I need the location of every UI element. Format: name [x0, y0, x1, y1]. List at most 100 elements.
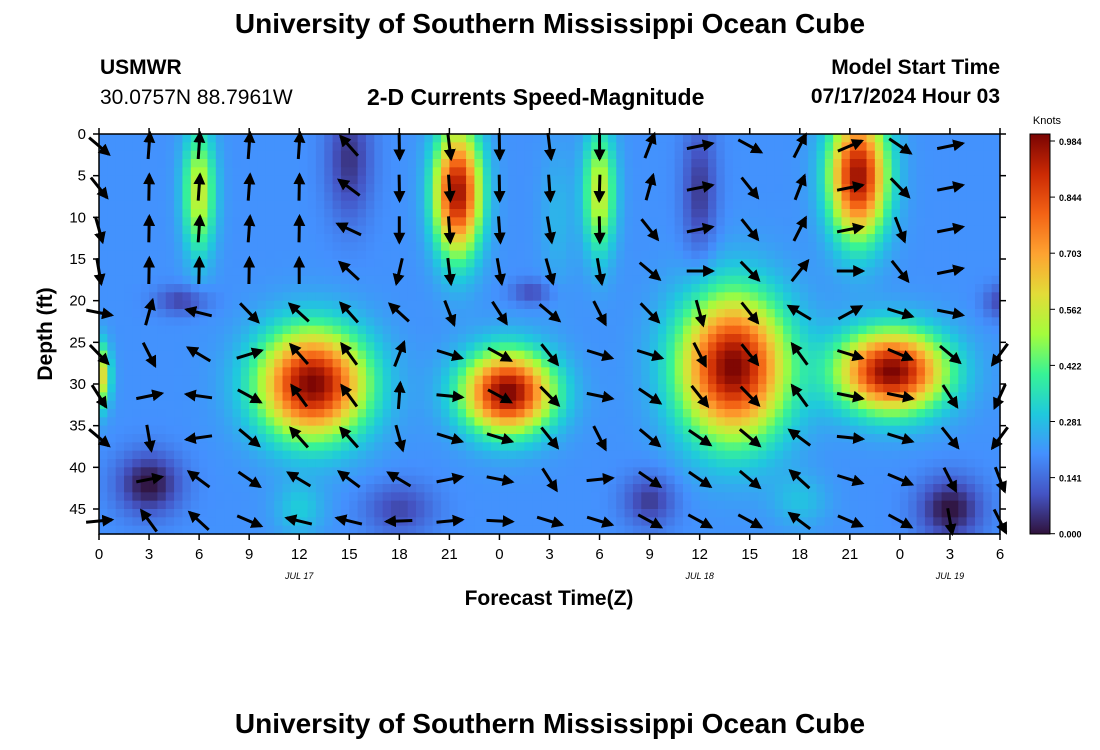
heatmap-cell	[374, 242, 384, 252]
heatmap-cell	[474, 425, 484, 435]
heatmap-cell	[858, 417, 868, 427]
heatmap-cell	[374, 317, 384, 327]
heatmap-cell	[457, 500, 467, 510]
heatmap-cell	[324, 150, 334, 160]
heatmap-cell	[249, 242, 259, 252]
heatmap-cell	[591, 142, 601, 152]
heatmap-cell	[215, 142, 225, 152]
heatmap-cell	[891, 400, 901, 410]
heatmap-cell	[307, 217, 317, 227]
heatmap-cell	[666, 242, 676, 252]
heatmap-cell	[791, 334, 801, 343]
heatmap-cell	[157, 442, 167, 452]
heatmap-cell	[466, 350, 476, 360]
heatmap-cell	[924, 309, 934, 318]
heatmap-cell	[874, 350, 884, 360]
heatmap-cell	[357, 150, 367, 160]
heatmap-cell	[107, 175, 117, 185]
heatmap-cell	[441, 350, 450, 360]
heatmap-cell	[774, 300, 784, 310]
heatmap-cell	[182, 275, 192, 285]
heatmap-cell	[474, 159, 484, 168]
heatmap-cell	[315, 334, 325, 343]
heatmap-cell	[215, 267, 225, 277]
heatmap-cell	[607, 217, 617, 227]
heatmap-cell	[107, 442, 117, 452]
heatmap-cell	[983, 209, 993, 218]
heatmap-cell	[399, 159, 409, 168]
heatmap-cell	[207, 325, 217, 335]
heatmap-cell	[791, 259, 801, 268]
heatmap-cell	[232, 375, 242, 385]
heatmap-cell	[699, 200, 709, 210]
heatmap-cell	[783, 342, 793, 352]
heatmap-cell	[582, 259, 592, 268]
heatmap-cell	[724, 259, 734, 268]
heatmap-cell	[532, 375, 542, 385]
heatmap-cell	[399, 200, 409, 210]
heatmap-cell	[541, 492, 551, 502]
heatmap-cell	[149, 325, 158, 335]
heatmap-cell	[974, 467, 984, 477]
heatmap-cell	[432, 450, 442, 460]
heatmap-cell	[891, 234, 901, 243]
heatmap-cell	[858, 209, 868, 218]
heatmap-cell	[557, 367, 567, 377]
heatmap-cell	[699, 292, 709, 302]
heatmap-cell	[799, 484, 809, 493]
heatmap-cell	[941, 309, 951, 318]
heatmap-cell	[766, 309, 776, 318]
heatmap-cell	[883, 400, 893, 410]
heatmap-cell	[357, 392, 367, 402]
heatmap-cell	[190, 359, 200, 368]
heatmap-cell	[249, 275, 259, 285]
heatmap-cell	[891, 150, 901, 160]
heatmap-cell	[949, 259, 959, 268]
heatmap-cell	[466, 167, 476, 177]
heatmap-cell	[641, 500, 651, 510]
heatmap-cell	[699, 492, 709, 502]
heatmap-cell	[716, 425, 726, 435]
heatmap-cell	[224, 442, 234, 452]
heatmap-cell	[524, 225, 534, 235]
heatmap-cell	[607, 275, 617, 285]
heatmap-cell	[182, 267, 192, 277]
heatmap-cell	[841, 392, 851, 402]
heatmap-cell	[340, 217, 350, 227]
heatmap-cell	[290, 325, 300, 335]
heatmap-cell	[532, 292, 542, 302]
heatmap-cell	[282, 275, 292, 285]
heatmap-cell	[532, 225, 542, 235]
heatmap-cell	[499, 209, 509, 218]
heatmap-cell	[516, 267, 526, 277]
heatmap-cell	[833, 209, 843, 218]
heatmap-cell	[607, 425, 617, 435]
heatmap-cell	[874, 142, 884, 152]
heatmap-cell	[691, 217, 701, 227]
heatmap-cell	[374, 359, 384, 368]
heatmap-cell	[257, 159, 267, 168]
heatmap-cell	[749, 450, 759, 460]
heatmap-cell	[649, 459, 659, 468]
heatmap-cell	[357, 275, 367, 285]
heatmap-cell	[799, 509, 809, 518]
heatmap-cell	[132, 250, 142, 260]
heatmap-cell	[716, 509, 726, 518]
heatmap-cell	[874, 342, 884, 352]
heatmap-cell	[874, 492, 884, 502]
heatmap-cell	[783, 442, 793, 452]
heatmap-cell	[532, 242, 542, 252]
heatmap-cell	[708, 450, 717, 460]
heatmap-cell	[157, 325, 167, 335]
heatmap-cell	[708, 334, 717, 343]
heatmap-cell	[566, 142, 576, 152]
heatmap-cell	[207, 134, 217, 143]
heatmap-cell	[958, 217, 968, 227]
heatmap-cell	[866, 442, 876, 452]
heatmap-cell	[699, 259, 709, 268]
heatmap-cell	[741, 350, 751, 360]
heatmap-cell	[357, 234, 367, 243]
heatmap-cell	[557, 400, 567, 410]
heatmap-cell	[232, 200, 242, 210]
heatmap-cell	[966, 492, 976, 502]
